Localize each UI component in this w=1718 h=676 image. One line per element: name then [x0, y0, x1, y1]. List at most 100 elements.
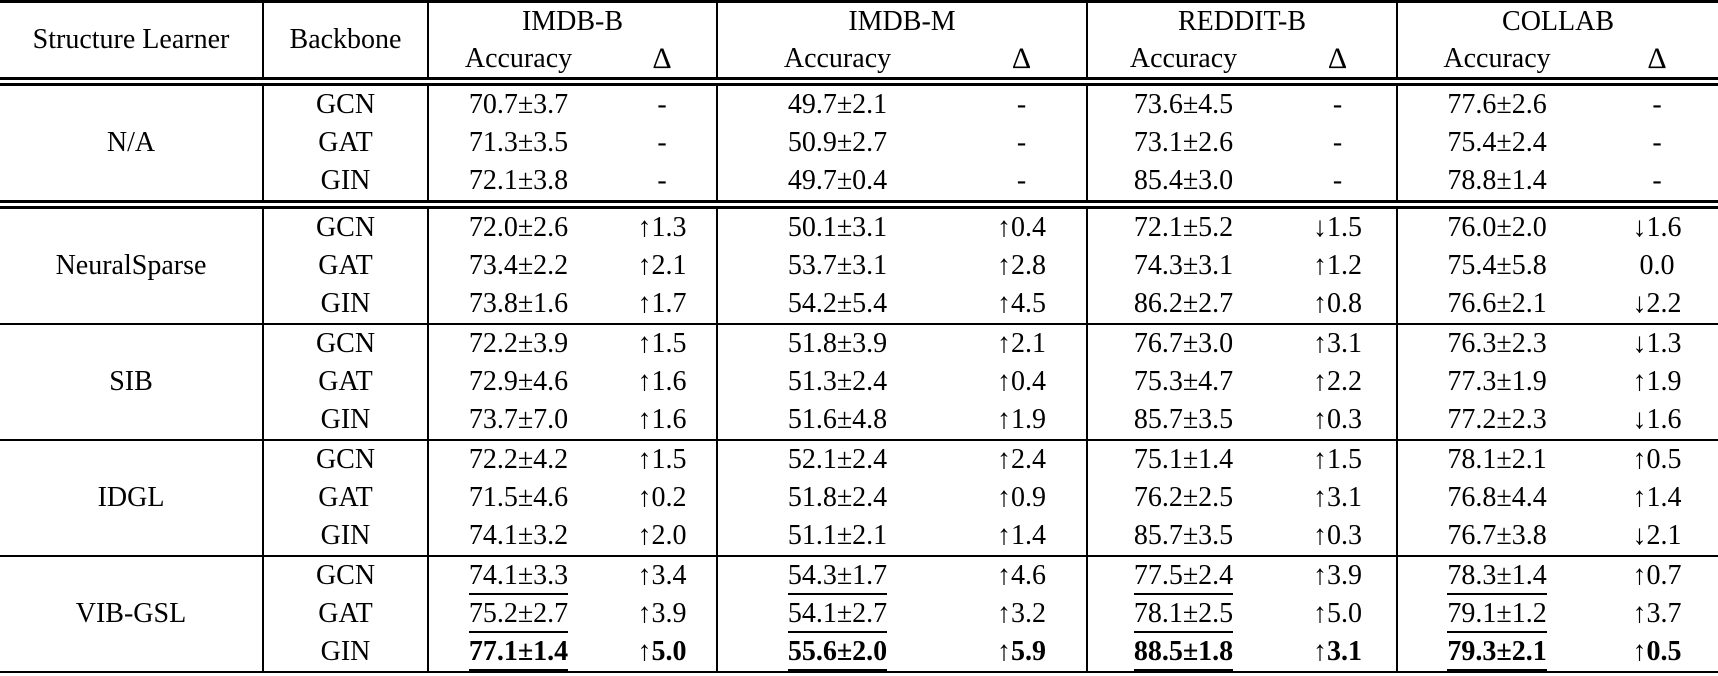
delta-value: - — [1332, 165, 1343, 196]
accuracy-value: 51.6±4.8 — [787, 404, 888, 435]
backbone-cell: GCN — [263, 81, 429, 124]
accuracy-cell: 72.0±2.6 — [428, 200, 608, 247]
delta-cell: ↑3.1 — [1279, 479, 1399, 517]
accuracy-cell: 51.1±2.1 — [717, 517, 957, 556]
delta-value: ↑0.4 — [997, 366, 1046, 397]
accuracy-cell: 50.9±2.7 — [717, 124, 957, 162]
accuracy-value: 73.1±2.6 — [1133, 127, 1234, 158]
accuracy-cell: 75.4±2.4 — [1397, 124, 1596, 162]
accuracy-cell: 85.4±3.0 — [1087, 162, 1279, 205]
delta-value: - — [657, 165, 667, 196]
accuracy-cell: 77.2±2.3 — [1397, 401, 1596, 440]
accuracy-cell: 75.2±2.7 — [428, 595, 608, 633]
delta-value: ↑4.5 — [997, 288, 1046, 319]
table-row: GIN 74.1±3.2 ↑2.0 51.1±2.1 ↑1.4 85.7±3.5 ↑0.3 7… — [0, 517, 1718, 556]
accuracy-value: 54.3±1.7 — [787, 560, 888, 595]
delta-cell: ↑1.9 — [1596, 363, 1718, 401]
accuracy-value: 49.7±0.4 — [787, 165, 888, 196]
accuracy-cell: 73.8±1.6 — [428, 285, 608, 324]
accuracy-cell: 72.9±4.6 — [428, 363, 608, 401]
delta-header: Δ — [1279, 40, 1399, 86]
accuracy-value: 51.1±2.1 — [787, 520, 888, 551]
accuracy-value: 51.3±2.4 — [787, 366, 888, 397]
delta-cell: - — [608, 162, 718, 205]
table-row: NeuralSparse GCN 72.0±2.6 ↑1.3 50.1±3.1 ↑0.4 7… — [0, 200, 1718, 324]
accuracy-value: 77.1±1.4 — [468, 636, 569, 672]
delta-cell: ↓1.6 — [1596, 401, 1718, 440]
accuracy-value: 73.4±2.2 — [468, 250, 569, 281]
delta-cell: - — [1596, 124, 1718, 162]
accuracy-value: 75.4±5.8 — [1447, 250, 1547, 281]
backbone-cell: GIN — [263, 401, 429, 440]
delta-value: ↑1.5 — [637, 444, 687, 475]
accuracy-header: Accuracy — [428, 40, 608, 86]
delta-cell: ↑5.9 — [957, 633, 1088, 672]
delta-cell: ↓2.1 — [1596, 517, 1718, 556]
delta-value: ↑0.3 — [1313, 520, 1362, 551]
delta-cell: ↑3.1 — [1279, 633, 1399, 672]
accuracy-value: 51.8±2.4 — [787, 482, 888, 513]
delta-value: ↑2.1 — [997, 328, 1046, 359]
delta-value: ↓1.6 — [1632, 212, 1682, 243]
backbone-cell: GAT — [263, 479, 429, 517]
accuracy-cell: 76.7±3.0 — [1087, 323, 1279, 363]
accuracy-value: 72.2±3.9 — [468, 328, 569, 359]
delta-cell: - — [1596, 82, 1718, 125]
delta-value: ↑3.2 — [997, 598, 1046, 629]
delta-cell: ↑3.7 — [1596, 595, 1718, 633]
delta-value: - — [657, 89, 667, 120]
accuracy-cell: 54.2±5.4 — [717, 285, 957, 324]
structure-learner-cell: VIB-GSL — [0, 555, 264, 672]
accuracy-value: 78.1±2.1 — [1447, 444, 1547, 475]
accuracy-cell: 79.3±2.1 — [1397, 633, 1596, 672]
delta-cell: ↑1.6 — [608, 363, 718, 401]
backbone-cell: GIN — [263, 162, 429, 205]
table-row: GIN 77.1±1.4 ↑5.0 55.6±2.0 ↑5.9 88.5±1.8 ↑3.1 7… — [0, 633, 1718, 672]
accuracy-value: 78.1±2.5 — [1133, 598, 1234, 633]
accuracy-value: 76.7±3.0 — [1133, 328, 1234, 359]
delta-cell: ↑2.8 — [957, 247, 1088, 285]
accuracy-cell: 51.6±4.8 — [717, 401, 957, 440]
delta-value: ↑1.4 — [997, 520, 1046, 551]
accuracy-value: 76.8±4.4 — [1447, 482, 1547, 513]
delta-value: ↑1.9 — [1632, 366, 1682, 397]
accuracy-value: 55.6±2.0 — [787, 636, 888, 672]
accuracy-value: 86.2±2.7 — [1133, 288, 1234, 319]
accuracy-value: 74.1±3.2 — [468, 520, 569, 551]
delta-value: ↑2.0 — [637, 520, 687, 551]
accuracy-value: 51.8±3.9 — [787, 328, 888, 359]
accuracy-cell: 75.1±1.4 — [1087, 439, 1279, 479]
delta-value: ↑3.1 — [1313, 482, 1362, 513]
accuracy-cell: 71.5±4.6 — [428, 479, 608, 517]
accuracy-value: 72.2±4.2 — [468, 444, 569, 475]
delta-value: - — [1016, 127, 1027, 158]
delta-value: ↑2.2 — [1313, 366, 1362, 397]
backbone-cell: GCN — [263, 200, 429, 247]
delta-cell: - — [1596, 162, 1718, 205]
delta-value: ↑3.1 — [1313, 328, 1362, 359]
delta-cell: - — [608, 81, 718, 124]
delta-value: ↑4.6 — [997, 560, 1046, 591]
delta-value: - — [1016, 165, 1027, 196]
accuracy-cell: 78.3±1.4 — [1397, 555, 1597, 595]
header-row-metrics: Accuracy Δ Accuracy Δ Accuracy Δ Accurac… — [0, 40, 1718, 86]
accuracy-value: 79.1±1.2 — [1447, 598, 1547, 633]
accuracy-cell: 79.1±1.2 — [1397, 595, 1596, 633]
delta-cell: ↑0.4 — [957, 363, 1088, 401]
delta-cell: ↑1.4 — [957, 517, 1088, 556]
accuracy-value: 75.4±2.4 — [1447, 127, 1547, 158]
delta-cell: ↑0.9 — [957, 479, 1088, 517]
accuracy-cell: 77.6±2.6 — [1397, 82, 1596, 125]
accuracy-value: 76.3±2.3 — [1447, 328, 1547, 359]
delta-value: ↑1.6 — [637, 404, 687, 435]
delta-cell: 0.0 — [1596, 247, 1718, 285]
delta-value: ↑0.4 — [997, 212, 1046, 243]
accuracy-value: 52.1±2.4 — [787, 444, 888, 475]
accuracy-cell: 54.1±2.7 — [717, 595, 957, 633]
table-row: IDGL GCN 72.2±4.2 ↑1.5 52.1±2.4 ↑2.4 75.1±1.4 ↑… — [0, 439, 1718, 556]
delta-value: ↑5.0 — [637, 636, 687, 667]
accuracy-cell: 76.3±2.3 — [1397, 323, 1597, 363]
backbone-cell: GAT — [263, 595, 429, 633]
accuracy-value: 78.3±1.4 — [1447, 560, 1547, 595]
